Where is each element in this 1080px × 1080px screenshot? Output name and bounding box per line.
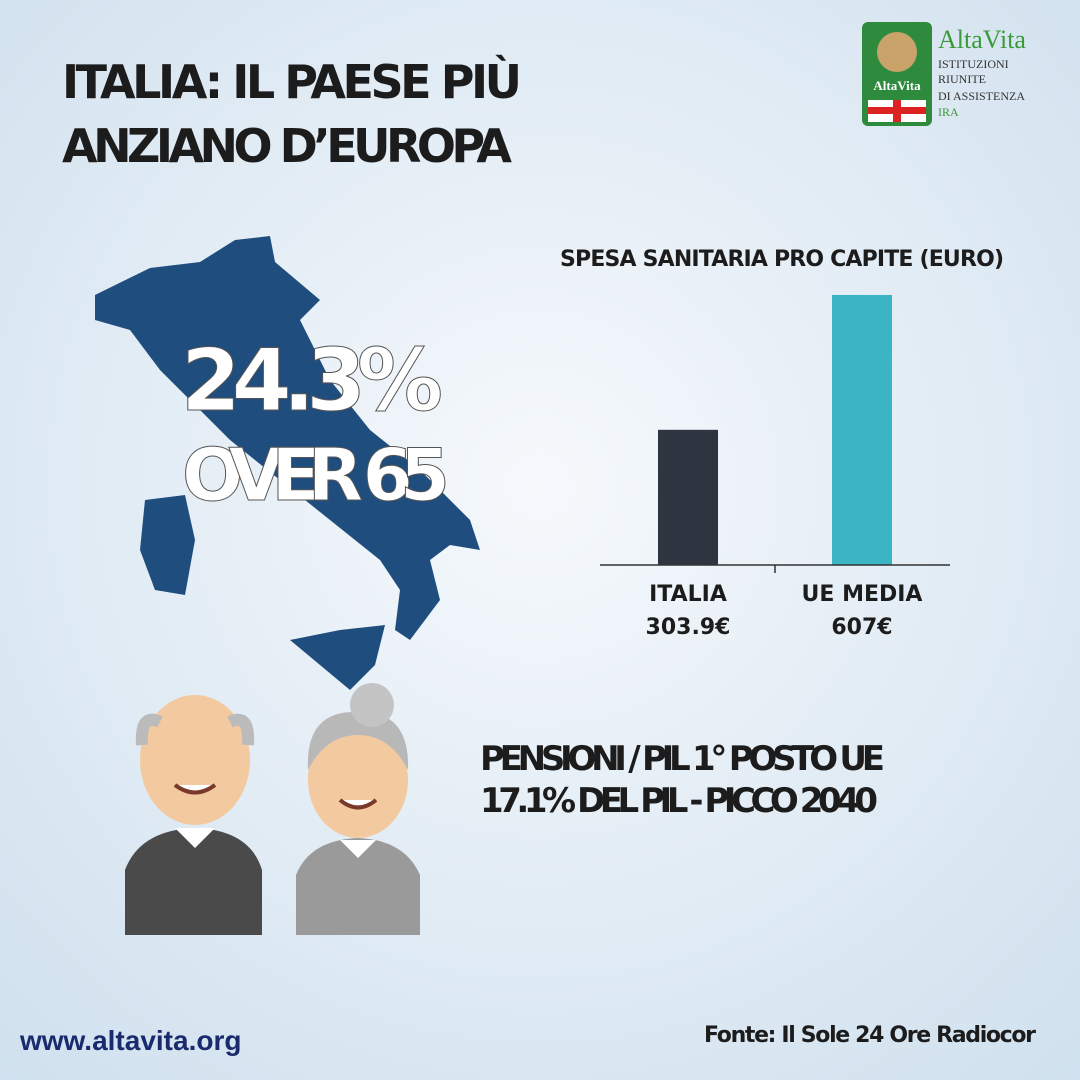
logo-badge-text: AltaVita (873, 78, 921, 93)
logo-line: IRA (938, 105, 959, 119)
woman-sweater (296, 838, 420, 935)
logo-name: AltaVita (938, 25, 1026, 54)
bar-chart: ITALIA 303.9€ UE MEDIA 607€ (600, 295, 950, 640)
logo-line: RIUNITE (938, 72, 986, 86)
website[interactable]: www.altavita.org (19, 1025, 241, 1056)
stat-value: 24.3% (181, 331, 443, 431)
category-label: UE MEDIA (802, 582, 923, 607)
stat-label: OVER 65 (182, 433, 450, 517)
pension-line: PENSIONI / PIL 1° POSTO UE (480, 739, 885, 779)
elderly-man (125, 695, 262, 935)
chart-title: SPESA SANITARIA PRO CAPITE (EURO) (560, 247, 1004, 272)
logo-cross (868, 107, 926, 114)
value-label: 303.9€ (646, 615, 731, 640)
pension-line: 17.1% DEL PIL - PICCO 2040 (480, 781, 878, 821)
woman-bun (350, 683, 394, 727)
logo-portrait (877, 32, 917, 72)
title-line: ITALIA: IL PAESE PIÙ (62, 55, 522, 109)
value-label: 607€ (831, 615, 892, 640)
logo-line: ISTITUZIONI (938, 57, 1009, 71)
mainland (95, 236, 480, 640)
woman-collar (340, 840, 376, 858)
title-line: ANZIANO D’EUROPA (62, 119, 512, 173)
man-smile (173, 783, 217, 795)
man-collar (175, 828, 215, 848)
sicily (290, 625, 385, 690)
woman-hair (307, 711, 409, 770)
category-label: ITALIA (649, 582, 727, 607)
man-sweater (125, 828, 262, 935)
sardinia (140, 495, 195, 595)
logo-line: DI ASSISTENZA (938, 89, 1025, 103)
man-hair (135, 713, 255, 746)
man-head (140, 695, 250, 825)
bar (658, 429, 718, 565)
bar (832, 295, 892, 565)
woman-smile (338, 798, 378, 810)
logo: AltaVita AltaVita ISTITUZIONI RIUNITE DI… (862, 22, 1026, 126)
woman-head (308, 722, 408, 838)
elderly-woman (296, 683, 420, 935)
source: Fonte: Il Sole 24 Ore Radiocor (704, 1023, 1036, 1048)
italy-map (95, 236, 480, 690)
